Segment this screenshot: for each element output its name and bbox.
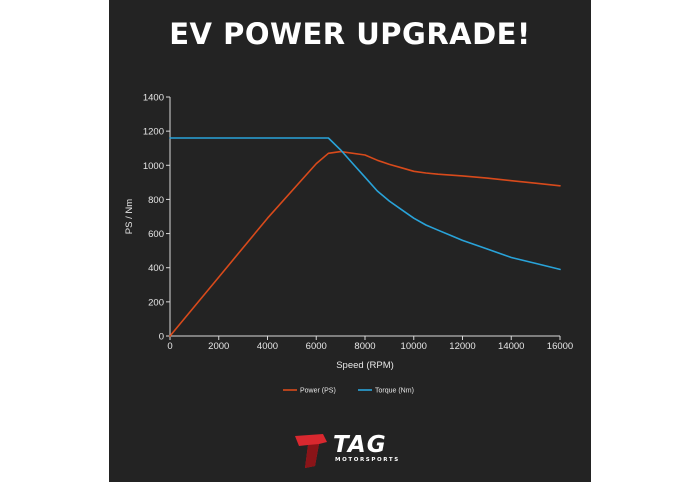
y-axis-label: PS / Nm (124, 199, 135, 234)
y-tick-label: 1400 (143, 93, 164, 104)
x-tick-label: 0 (167, 341, 172, 352)
x-tick-label: 16000 (547, 341, 573, 352)
legend-label: Torque (Nm) (375, 388, 414, 395)
x-tick-label: 12000 (449, 341, 475, 352)
x-tick-label: 10000 (401, 341, 427, 352)
series-line-torque (169, 137, 561, 271)
y-tick-label: 200 (148, 297, 164, 308)
chart-title: EV POWER UPGRADE! (169, 17, 531, 51)
y-tick-label: 1000 (143, 161, 164, 172)
chart-panel: EV POWER UPGRADE! 0 200 400 600 800 1000 1200 1… (109, 0, 591, 482)
x-tick-label: 6000 (306, 341, 327, 352)
logo-word: TAG (333, 432, 387, 458)
x-tick-label: 4000 (257, 341, 278, 352)
series-line-power (169, 150, 561, 337)
y-tick-label: 800 (148, 195, 164, 206)
x-tick-label: 2000 (208, 341, 229, 352)
y-tick-label: 0 (159, 332, 164, 343)
y-tick-label: 600 (148, 229, 164, 240)
legend-label: Power (PS) (300, 388, 336, 395)
y-tick-label: 1200 (143, 127, 164, 138)
x-axis-label: Speed (RPM) (336, 360, 394, 371)
tag-shield-icon (295, 434, 327, 468)
x-tick-label: 14000 (498, 341, 524, 352)
x-tick-label: 8000 (354, 341, 375, 352)
logo-subtitle: MOTORSPORTS (335, 457, 400, 463)
y-tick-label: 400 (148, 263, 164, 274)
tag-motorsports-logo: TAG MOTORSPORTS (291, 430, 411, 470)
